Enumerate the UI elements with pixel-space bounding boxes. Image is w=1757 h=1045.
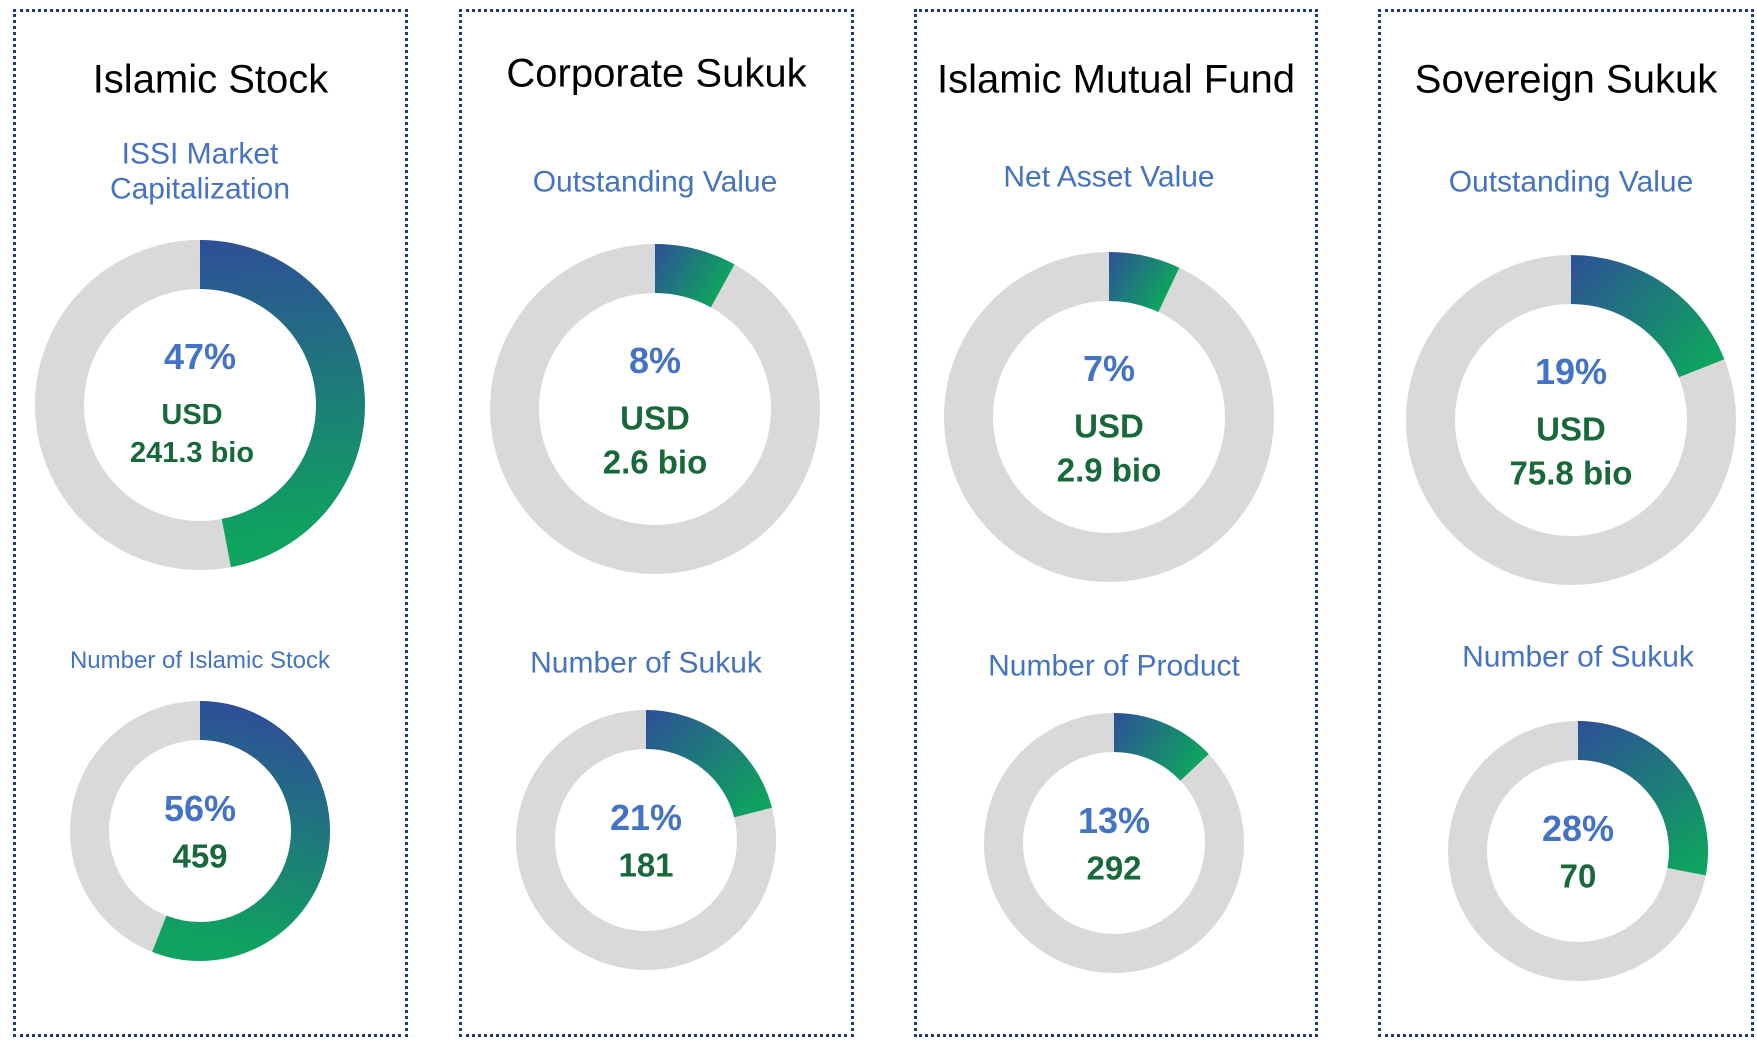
percent-label: 19% <box>1534 350 1608 392</box>
amount-line: 75.8 bio <box>1509 454 1633 492</box>
panel <box>914 9 1318 1037</box>
percent-label: 8% <box>628 339 682 381</box>
amount-line: USD <box>1074 407 1144 445</box>
panel-title: Corporate Sukuk <box>506 51 807 96</box>
percent-label: 7% <box>1082 347 1136 389</box>
panel <box>13 9 408 1037</box>
panel-title: Sovereign Sukuk <box>1414 57 1718 102</box>
donut-label: Outstanding Value <box>532 165 778 199</box>
count-label: 70 <box>1559 857 1597 895</box>
donut-label: Outstanding Value <box>1448 165 1694 199</box>
panel-title: Islamic Stock <box>92 57 329 102</box>
donut-label: Number of Sukuk <box>530 646 762 680</box>
amount-line: USD <box>620 399 690 437</box>
donut-arc <box>1108 252 1180 313</box>
donut-arc <box>152 701 330 961</box>
amount-line: 241.3 bio <box>129 436 255 469</box>
donut-arc <box>654 244 735 308</box>
donut-arc <box>1577 721 1708 876</box>
amount-line: USD <box>161 398 223 431</box>
donut-label: Net Asset Value <box>1003 160 1215 194</box>
donut-label: ISSI Market Capitalization <box>109 137 291 206</box>
count-label: 292 <box>1086 849 1142 887</box>
donut-arc <box>1570 255 1725 378</box>
amount-line: 2.9 bio <box>1056 451 1162 489</box>
donut-label: Number of Islamic Stock <box>69 646 331 674</box>
percent-label: 21% <box>609 796 683 838</box>
percent-label: 47% <box>163 335 237 377</box>
percent-label: 13% <box>1077 799 1151 841</box>
percent-label: 28% <box>1541 807 1615 849</box>
donut-arc <box>199 240 365 568</box>
count-label: 459 <box>172 837 228 875</box>
panel <box>459 9 854 1037</box>
amount-line: USD <box>1536 410 1606 448</box>
amount-line: 2.6 bio <box>602 443 708 481</box>
panel-title: Islamic Mutual Fund <box>937 57 1295 102</box>
donut-label: Number of Sukuk <box>1462 640 1694 674</box>
panel <box>1378 9 1754 1037</box>
donut-arc <box>1113 713 1209 782</box>
donut-arc <box>645 710 772 818</box>
donut-label: Number of Product <box>988 649 1240 683</box>
percent-label: 56% <box>163 787 237 829</box>
count-label: 181 <box>618 846 674 884</box>
